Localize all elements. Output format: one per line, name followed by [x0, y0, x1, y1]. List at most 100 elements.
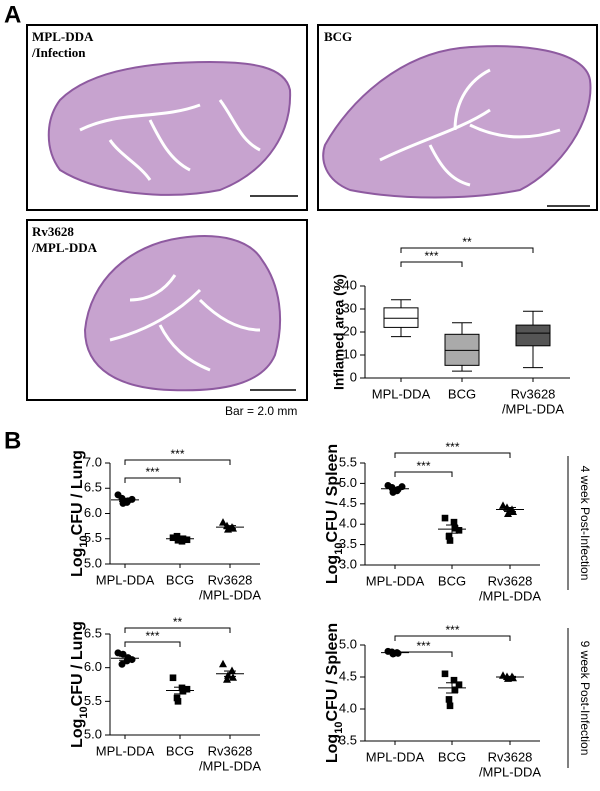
data-point: [445, 696, 453, 703]
x-tick-label: MPL-DDA: [366, 573, 425, 588]
y-axis-label-part: Log: [69, 719, 86, 748]
data-point: [441, 670, 449, 678]
data-point: [451, 686, 459, 694]
y-axis-label: Log10CFU / Spleen: [324, 444, 345, 584]
histology-image: [26, 219, 308, 401]
data-point: [223, 675, 231, 683]
x-tick-label: BCG: [166, 743, 194, 758]
panel-label: A: [4, 1, 21, 28]
timepoint-label: 4 week Post-Infection: [578, 466, 592, 581]
significance-label: **: [173, 615, 183, 629]
y-tick-label: 3.0: [339, 556, 357, 571]
x-tick-label: Rv3628: [488, 573, 533, 588]
y-axis-label-part: CFU / Spleen: [324, 623, 341, 722]
data-point: [178, 684, 186, 692]
y-axis-label-part: Log: [69, 548, 86, 577]
significance-label: ***: [424, 249, 438, 263]
significance-label: ***: [445, 440, 459, 454]
box: [515, 324, 551, 347]
data-point: [455, 527, 463, 534]
y-axis-label: Log10CFU / Spleen: [324, 623, 345, 763]
significance-label: ***: [170, 447, 184, 461]
image-label: MPL-DDA: [32, 29, 94, 44]
significance-bracket: [394, 471, 453, 477]
significance-label: ***: [145, 465, 159, 479]
x-tick-label: /MPL-DDA: [199, 758, 261, 773]
x-tick-label: MPL-DDA: [366, 749, 425, 764]
box: [444, 333, 480, 366]
significance-label: ***: [416, 639, 430, 653]
data-point: [450, 676, 458, 684]
x-tick-label: BCG: [438, 573, 466, 588]
data-point: [219, 518, 227, 526]
y-tick-label: 30: [343, 300, 357, 315]
x-tick-label: /MPL-DDA: [479, 764, 541, 779]
significance-label: **: [462, 235, 472, 249]
y-tick-label: 20: [343, 323, 357, 338]
significance-bracket: [400, 261, 463, 267]
significance-label: ***: [145, 629, 159, 643]
y-tick-label: 5.0: [339, 475, 357, 490]
scale-bar-note: Bar = 2.0 mm: [225, 404, 297, 418]
y-axis-label-part: Log: [324, 734, 341, 763]
x-tick-label: Rv3628: [208, 743, 253, 758]
y-axis-label-part: 10: [78, 706, 90, 718]
x-tick-label: MPL-DDA: [96, 572, 155, 587]
panel-label: B: [4, 427, 21, 454]
data-point: [183, 536, 191, 544]
y-tick-label: 5.5: [84, 693, 102, 708]
y-tick-label: 6.5: [84, 480, 102, 495]
y-axis-label: Log10CFU / Lung: [69, 621, 90, 748]
timepoint-label: 9 week Post-Infection: [578, 641, 592, 756]
y-tick-label: 6.0: [84, 505, 102, 520]
x-tick-label: MPL-DDA: [96, 743, 155, 758]
y-tick-label: 4.0: [339, 700, 357, 715]
y-tick-label: 5.0: [84, 555, 102, 570]
box: [383, 307, 419, 328]
data-point: [389, 650, 397, 658]
y-axis-label-part: 10: [78, 535, 90, 547]
data-point: [183, 685, 191, 693]
y-tick-label: 4.5: [339, 668, 357, 683]
data-point: [118, 660, 126, 668]
data-point: [169, 674, 177, 682]
data-point: [228, 666, 236, 675]
data-point: [389, 488, 397, 496]
significance-bracket: [394, 452, 511, 458]
y-axis-label-part: Log: [324, 555, 341, 584]
y-tick-label: 5.0: [84, 726, 102, 741]
data-point: [499, 501, 507, 509]
data-point: [446, 537, 454, 544]
significance-bracket: [124, 459, 231, 465]
image-label: BCG: [324, 29, 352, 44]
x-tick-label: /MPL-DDA: [199, 587, 261, 602]
data-point: [504, 509, 512, 517]
data-point: [219, 659, 227, 668]
histology-image: [317, 24, 598, 211]
data-point: [504, 674, 512, 682]
x-tick-label: Rv3628: [488, 749, 533, 764]
y-axis-label: Inflamed area (%): [331, 274, 347, 390]
x-tick-label: Rv3628: [208, 572, 253, 587]
y-axis-label-part: CFU / Lung: [69, 621, 86, 706]
data-point: [229, 524, 237, 532]
data-point: [441, 514, 449, 522]
y-tick-label: 4.5: [339, 495, 357, 510]
y-tick-label: 0: [350, 369, 357, 384]
data-point: [451, 524, 459, 532]
x-tick-label: BCG: [438, 749, 466, 764]
y-axis-label: Log10CFU / Lung: [69, 450, 90, 577]
histology-image: [26, 24, 308, 211]
significance-bracket: [394, 635, 511, 641]
x-tick-label: /MPL-DDA: [479, 588, 541, 603]
y-tick-label: 10: [343, 346, 357, 361]
y-axis-label-part: 10: [333, 543, 345, 555]
y-tick-label: 6.0: [84, 659, 102, 674]
y-tick-label: 6.5: [84, 625, 102, 640]
y-tick-label: 40: [343, 277, 357, 292]
significance-label: ***: [416, 459, 430, 473]
y-tick-label: 5.5: [84, 530, 102, 545]
x-tick-label: BCG: [448, 386, 476, 401]
y-tick-label: 3.5: [339, 536, 357, 551]
